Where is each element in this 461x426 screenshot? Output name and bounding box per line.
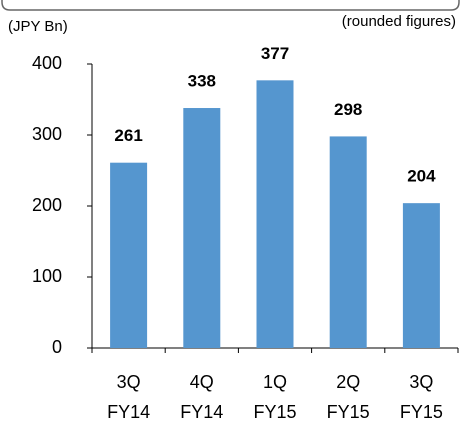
data-label: 338	[188, 72, 216, 91]
x-tick-label: 3Q FY15	[400, 372, 443, 422]
data-label: 298	[334, 100, 362, 119]
x-tick-label: 4Q FY14	[180, 372, 223, 422]
bar	[402, 203, 440, 348]
note: (rounded figures)	[342, 13, 456, 30]
data-label: 204	[407, 167, 436, 186]
data-label: 261	[114, 126, 142, 145]
bar	[256, 80, 294, 348]
data-label: 377	[261, 44, 289, 63]
y-tick-label: 400	[32, 53, 62, 73]
y-tick-label: 100	[32, 266, 62, 286]
y-axis-label: (JPY Bn)	[8, 18, 68, 35]
bar	[329, 136, 367, 348]
y-tick-label: 300	[32, 124, 62, 144]
y-tick-label: 200	[32, 195, 62, 215]
x-tick-label: 1Q FY15	[253, 372, 296, 422]
bar	[110, 162, 148, 348]
frame-edge	[1, 0, 460, 11]
x-tick-label: 2Q FY15	[327, 372, 370, 422]
x-tick-label: 3Q FY14	[107, 372, 150, 422]
y-tick-label: 0	[52, 337, 62, 357]
bar	[183, 108, 221, 349]
